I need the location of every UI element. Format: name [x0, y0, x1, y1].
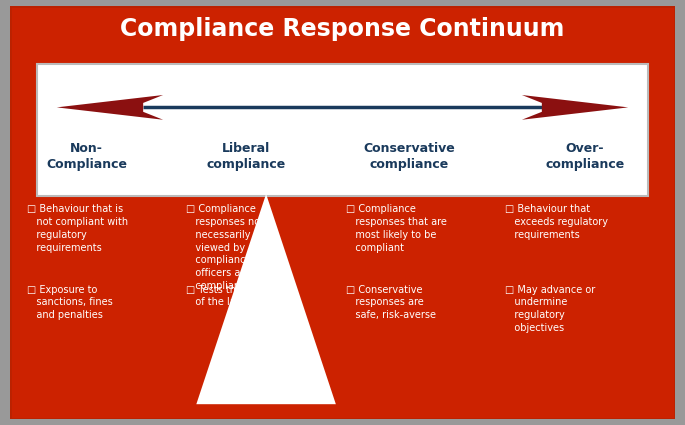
Bar: [37, 64, 648, 196]
Text: □ Compliance
   responses that are
   most likely to be
   compliant: □ Compliance responses that are most lik…: [346, 204, 447, 252]
Polygon shape: [57, 95, 163, 120]
Text: Liberal
compliance: Liberal compliance: [207, 142, 286, 171]
Text: □ Behaviour that
   exceeds regulatory
   requirements: □ Behaviour that exceeds regulatory requ…: [506, 204, 608, 240]
Text: □ Tests the limits
   of the law: □ Tests the limits of the law: [186, 285, 272, 307]
Polygon shape: [522, 95, 628, 120]
Text: □ Conservative
   responses are
   safe, risk-averse: □ Conservative responses are safe, risk-…: [346, 285, 436, 320]
Text: □ May advance or
   undermine
   regulatory
   objectives: □ May advance or undermine regulatory ob…: [506, 285, 595, 333]
Text: □ Exposure to
   sanctions, fines
   and penalties: □ Exposure to sanctions, fines and penal…: [27, 285, 112, 320]
Text: Non-
Compliance: Non- Compliance: [46, 142, 127, 171]
Text: □ Compliance
   responses not
   necessarily
   viewed by all
   compliance
   o: □ Compliance responses not necessarily v…: [186, 204, 264, 291]
Polygon shape: [197, 194, 336, 404]
Text: Conservative
compliance: Conservative compliance: [363, 142, 455, 171]
Text: □ Behaviour that is
   not compliant with
   regulatory
   requirements: □ Behaviour that is not compliant with r…: [27, 204, 128, 252]
Text: Compliance Response Continuum: Compliance Response Continuum: [121, 17, 564, 41]
Text: Over-
compliance: Over- compliance: [545, 142, 625, 171]
